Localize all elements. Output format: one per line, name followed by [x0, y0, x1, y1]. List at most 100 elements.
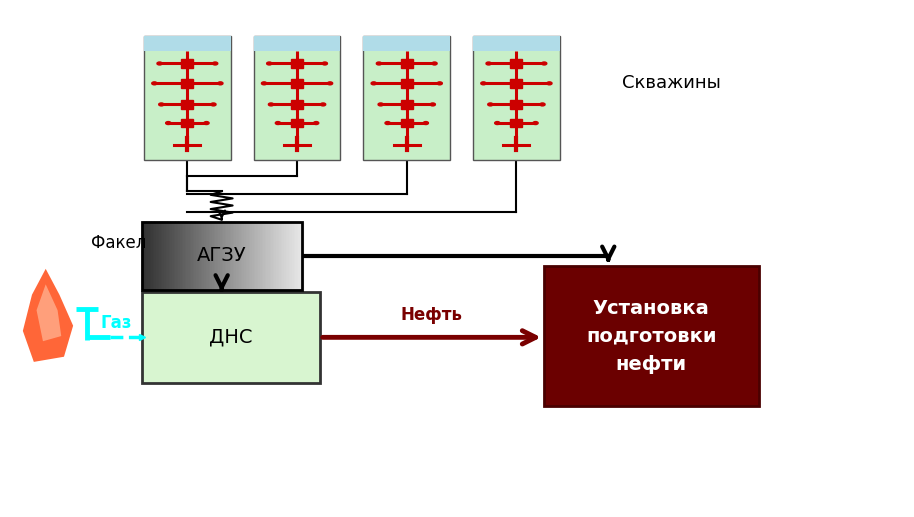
Circle shape	[385, 121, 390, 125]
Bar	[181, 100, 194, 109]
Bar	[216, 222, 218, 290]
Bar	[180, 222, 183, 290]
Circle shape	[423, 121, 429, 125]
Circle shape	[533, 121, 538, 125]
Bar	[291, 119, 303, 127]
Bar	[291, 79, 303, 88]
Circle shape	[494, 121, 500, 125]
Bar	[163, 222, 165, 290]
Circle shape	[432, 62, 437, 65]
Bar	[154, 222, 157, 290]
Bar	[183, 222, 186, 290]
Bar	[263, 222, 266, 290]
Text: Скважины: Скважины	[622, 74, 720, 92]
Bar	[298, 222, 301, 290]
Bar	[236, 222, 239, 290]
Bar	[157, 222, 160, 290]
Bar	[291, 222, 292, 290]
Bar	[252, 222, 254, 290]
Bar	[254, 36, 340, 51]
Circle shape	[269, 103, 273, 106]
Circle shape	[486, 62, 491, 65]
Bar	[223, 222, 226, 290]
Bar	[199, 222, 202, 290]
Bar	[246, 222, 248, 290]
Bar	[300, 222, 303, 290]
Circle shape	[488, 103, 493, 106]
Bar	[221, 222, 224, 290]
Bar	[207, 222, 210, 290]
Text: Установка
подготовки
нефти: Установка подготовки нефти	[586, 298, 717, 374]
Circle shape	[542, 62, 547, 65]
Circle shape	[152, 82, 157, 85]
Bar	[208, 222, 211, 290]
Bar	[218, 222, 221, 290]
Bar	[196, 222, 198, 290]
Bar	[284, 222, 286, 290]
Bar	[143, 36, 230, 160]
Polygon shape	[23, 269, 73, 362]
Bar	[159, 222, 162, 290]
Circle shape	[378, 103, 383, 106]
Bar	[217, 222, 219, 290]
Bar	[285, 222, 288, 290]
Circle shape	[327, 82, 333, 85]
Circle shape	[157, 62, 162, 65]
Bar	[225, 222, 228, 290]
Bar	[144, 222, 147, 290]
Circle shape	[371, 82, 377, 85]
Bar	[289, 222, 292, 290]
Bar	[510, 119, 523, 127]
Text: Факел: Факел	[91, 234, 147, 252]
Bar	[185, 222, 187, 290]
Bar	[231, 222, 234, 290]
Bar	[234, 222, 237, 290]
Bar	[150, 222, 152, 290]
Bar	[261, 222, 264, 290]
Bar	[279, 222, 282, 290]
Circle shape	[159, 103, 164, 106]
Bar	[473, 36, 559, 51]
Bar	[177, 222, 179, 290]
Circle shape	[314, 121, 319, 125]
Bar	[151, 222, 154, 290]
Bar	[259, 222, 260, 290]
Bar	[229, 222, 232, 290]
Bar	[260, 222, 262, 290]
Bar	[193, 222, 196, 290]
Bar	[181, 119, 194, 127]
Bar	[153, 222, 155, 290]
Bar	[186, 222, 189, 290]
Bar	[181, 59, 194, 68]
Bar	[161, 222, 164, 290]
Circle shape	[321, 103, 325, 106]
Bar	[210, 222, 213, 290]
Bar	[191, 222, 194, 290]
Bar	[268, 222, 271, 290]
Bar	[227, 222, 228, 290]
Bar	[172, 222, 175, 290]
Bar	[169, 222, 172, 290]
Bar	[544, 266, 759, 406]
Bar	[228, 222, 230, 290]
Circle shape	[267, 62, 271, 65]
Bar	[278, 222, 280, 290]
Bar	[270, 222, 272, 290]
Bar	[292, 222, 294, 290]
Bar	[241, 222, 243, 290]
Bar	[271, 222, 273, 290]
Bar	[142, 292, 320, 383]
Circle shape	[275, 121, 281, 125]
Bar	[165, 222, 168, 290]
Bar	[265, 222, 267, 290]
Bar	[400, 100, 413, 109]
Bar	[473, 36, 559, 160]
Circle shape	[547, 82, 552, 85]
Bar	[170, 222, 173, 290]
Circle shape	[430, 103, 435, 106]
Bar	[363, 36, 451, 51]
Bar	[202, 222, 205, 290]
Bar	[287, 222, 290, 290]
Text: АГЗУ: АГЗУ	[197, 247, 247, 265]
Bar	[247, 222, 250, 290]
